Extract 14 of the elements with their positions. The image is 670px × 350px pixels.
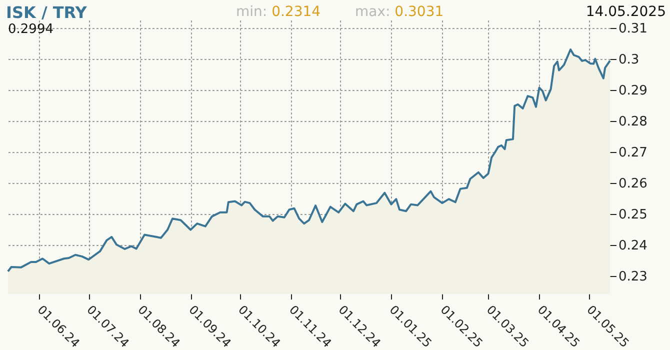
y-tick-label: 0.31 (618, 21, 648, 36)
y-tick-label: 0.23 (618, 270, 648, 284)
text: min: 0.2314 (236, 4, 321, 20)
y-tick-label: 0.28 (618, 114, 648, 130)
chart-title: ISK / TRY (6, 3, 87, 22)
y-tick-label: 0.26 (618, 176, 648, 192)
annotation: 0.2994 (8, 22, 54, 37)
y-tick-label: 0.27 (618, 145, 648, 160)
y-tick-label: 0.3 (618, 52, 640, 68)
y-tick-label: 0.29 (618, 83, 648, 98)
y-tick-label: 0.25 (618, 207, 648, 222)
y-tick-label: 0.24 (618, 238, 648, 254)
text: 14.05.2025 (586, 4, 666, 20)
text: max: 0.3031 (355, 4, 444, 20)
